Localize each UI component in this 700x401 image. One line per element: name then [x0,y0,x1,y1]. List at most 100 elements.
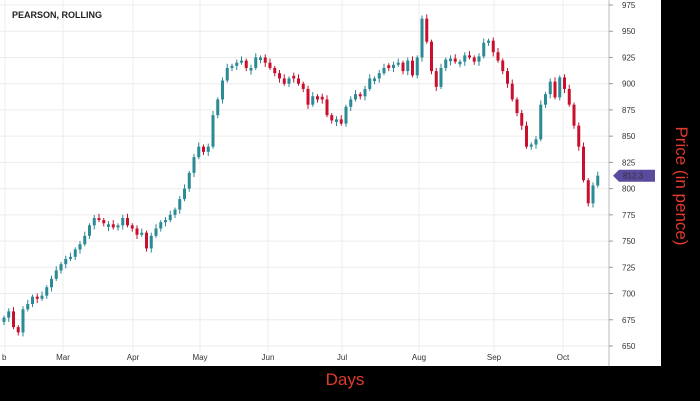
candle [130,223,134,232]
candle-body [377,73,381,79]
candle [320,93,324,104]
candle [145,230,148,252]
candle-body [311,96,315,105]
candle-body [515,99,519,114]
candle-body [240,60,243,63]
candle [449,55,452,66]
candle-body [83,235,87,245]
y-tick-label: 850 [622,132,636,141]
candle-body [449,58,452,62]
candle [439,63,443,89]
y-tick-label: 800 [622,185,636,194]
candle-body [358,94,362,97]
candle-body [135,228,139,235]
candle-body [330,115,334,121]
candle-body [539,104,543,140]
candle-body [31,296,34,305]
candle-body [64,258,68,265]
candle [534,136,538,149]
candle-body [292,75,296,79]
candlestick-chart: 650 675 700 725 750 775 800 825 850 875 900 925 950 9… [0,0,655,366]
candle [221,77,224,104]
candle [591,182,595,208]
candle-body [354,94,357,100]
candle-body [368,78,372,89]
candle-body [463,55,467,62]
candle-body [320,96,324,100]
x-tick-label: Jun [262,353,275,362]
candle [382,63,386,76]
candle-body [335,119,338,122]
candle [73,247,77,260]
candle-body [278,73,281,79]
candle-body [192,157,196,173]
candle [434,67,438,92]
x-tick-label: Mar [56,353,70,362]
candle [430,39,433,75]
candle-body [468,55,471,58]
candle-body [415,57,419,76]
candle-body [73,249,77,257]
candle [50,275,53,292]
candle-body [173,209,177,215]
candle [40,291,44,301]
candle-body [116,225,120,228]
candle-body [406,60,410,72]
candle-body [2,317,6,322]
candle-body [102,220,106,224]
candle [544,92,547,108]
x-tick-label: b [2,353,7,362]
candle-body [520,113,524,126]
x-tick-label: May [192,353,207,362]
candle [268,58,272,71]
last-price-label: 812.3 [623,172,644,181]
candle-body [529,144,533,147]
candle-body [491,40,495,53]
candle-body [453,58,457,62]
y-tick-label: 675 [622,316,636,325]
candle-body [230,65,234,68]
y-tick-label: 875 [622,106,636,115]
candle-body [7,311,11,318]
candle [563,74,566,94]
candle [482,38,486,59]
candle [577,122,581,151]
candle-body [92,217,96,226]
grid [0,0,609,352]
candle-body [363,88,367,97]
candle [363,85,367,101]
candle-body [263,57,267,63]
candle [83,231,87,247]
candle-body [586,180,590,204]
candle [149,232,153,253]
chart-panel: 650 675 700 725 750 775 800 825 850 875 900 925 950 9… [0,0,661,366]
candle [254,53,258,71]
candle-body [458,61,462,65]
candle [135,225,139,239]
candle [515,97,519,117]
y-tick-label: 750 [622,237,636,246]
candle-body [572,104,576,126]
candle-body [577,125,581,147]
candle-body [178,199,182,210]
candle [586,178,590,207]
candle-body [54,270,58,279]
candle-body [50,278,53,288]
candle [301,81,305,93]
price-tag-shape [613,169,655,182]
candle-body [154,228,158,236]
candle-body [525,125,528,147]
candle [197,142,201,160]
candle-body [425,18,429,42]
candle [325,95,329,118]
candle [368,74,372,92]
candle-body [496,52,500,61]
candle [31,294,34,308]
candle-body [183,188,186,200]
candle [415,55,419,79]
candle-body [444,59,448,68]
candle-body [249,67,253,71]
candle-body [16,327,20,333]
candle [88,223,91,239]
candle-body [111,224,115,228]
